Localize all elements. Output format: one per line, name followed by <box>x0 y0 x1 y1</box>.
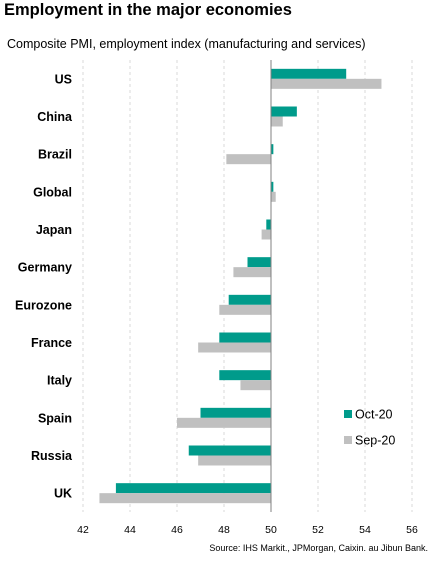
x-tick-label: 46 <box>171 524 183 536</box>
bar-sep <box>198 342 271 353</box>
source-note: Source: IHS Markit., JPMorgan, Caixin. a… <box>209 543 428 553</box>
bar-oct <box>188 445 271 456</box>
bar-sep <box>271 78 382 89</box>
legend-label: Sep-20 <box>355 434 395 448</box>
category-label: Italy <box>47 374 72 388</box>
bar-oct <box>228 294 271 305</box>
x-tick-label: 48 <box>218 524 230 536</box>
axis: 42 44 46 48 50 52 54 56 <box>77 60 418 536</box>
category-label: UK <box>54 487 72 501</box>
bar-sep <box>99 493 271 504</box>
bars <box>99 68 382 504</box>
category-label: France <box>31 336 72 350</box>
bar-oct <box>247 257 271 268</box>
bar-oct <box>200 407 271 418</box>
category-label: China <box>37 110 73 124</box>
category-label: Brazil <box>38 148 72 162</box>
bar-oct <box>271 144 274 155</box>
bar-oct <box>219 370 271 381</box>
bar-sep <box>226 154 271 165</box>
legend-swatch <box>344 410 352 418</box>
category-label: Eurozone <box>15 298 72 312</box>
category-label: Spain <box>38 411 72 425</box>
category-label: Global <box>33 185 72 199</box>
bar-sep <box>240 380 271 391</box>
x-tick-label: 50 <box>265 524 277 536</box>
bar-sep <box>219 304 271 315</box>
category-labels: US China Brazil Global Japan Germany Eurozone F… <box>15 72 73 500</box>
bar-oct <box>115 483 272 494</box>
x-tick-label: 42 <box>77 524 89 536</box>
category-label: Russia <box>31 449 73 463</box>
legend-swatch <box>344 436 352 444</box>
legend-label: Oct-20 <box>355 408 393 422</box>
x-tick-label: 44 <box>124 524 136 536</box>
bar-sep <box>198 455 271 466</box>
bar-oct <box>271 106 297 117</box>
bar-oct <box>266 219 271 230</box>
x-tick-label: 52 <box>312 524 324 536</box>
x-tick-label: 54 <box>359 524 371 536</box>
bar-sep <box>177 417 271 428</box>
category-label: Germany <box>18 261 72 275</box>
category-label: US <box>55 72 72 86</box>
bar-sep <box>271 116 283 127</box>
bar-sep <box>271 191 276 202</box>
x-tick-label: 56 <box>406 524 418 536</box>
bar-oct <box>219 332 271 343</box>
legend: Oct-20 Sep-20 <box>344 408 395 448</box>
bar-oct <box>271 68 347 79</box>
chart-subtitle: Composite PMI, employment index (manufac… <box>7 37 366 51</box>
bar-sep <box>233 267 271 278</box>
bar-oct <box>271 181 274 192</box>
chart-title: Employment in the major economies <box>4 1 292 19</box>
bar-sep <box>261 229 271 240</box>
category-label: Japan <box>36 223 72 237</box>
